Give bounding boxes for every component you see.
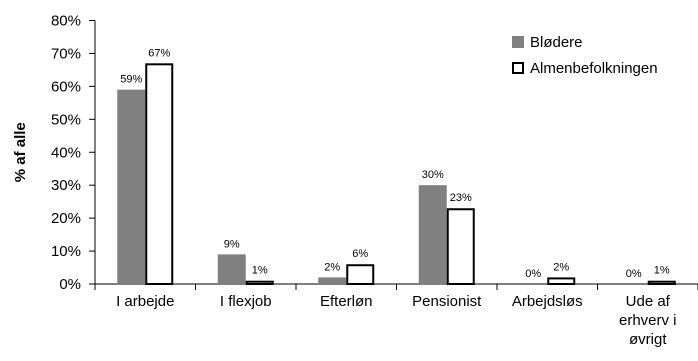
y-tick-label: 50% [51,111,81,128]
y-tick-label: 10% [51,243,81,260]
bar-bloedere [418,185,447,284]
data-label: 2% [324,261,340,273]
y-tick-label: 40% [51,144,81,161]
data-label: 23% [450,192,472,204]
y-axis-title: % af alle [12,122,29,182]
x-tick-label: I flexjob [220,293,272,310]
y-tick-label: 30% [51,177,81,194]
x-tick-label: Efterløn [320,293,373,310]
axes: 0% 10% 20% 30% 40% 50% 60% 70% 80% I arbejde I fle… [51,13,698,348]
y-tick-label: 70% [51,45,81,62]
legend-swatch [512,62,524,74]
bar-almenbefolkningen [446,208,475,285]
data-label: 9% [224,238,240,250]
bar-almenbefolkningen [647,280,676,285]
data-label: 59% [120,74,142,86]
data-label: 1% [654,265,670,277]
x-tick-label: Ude af erhverv i øvrigt [619,293,677,348]
bar-almenbefolkningen [346,264,375,285]
x-tick-label: Pensionist [412,293,482,310]
data-label: 30% [422,169,444,181]
y-tick-label: 80% [51,13,81,30]
data-label: 67% [148,47,170,59]
data-labels: 59% 67% 9% 1% 2% 6% 30% 23% 0% 2% 0% 1% [120,47,670,280]
bar-almenbefolkningen [145,63,174,285]
legend-label: Almenbefolkningen [530,60,658,77]
data-label: 6% [352,248,368,260]
legend-label: Blødere [530,34,583,51]
x-tick-label: Arbejdsløs [512,293,583,310]
data-label: 2% [553,261,569,273]
legend-swatch [512,36,524,48]
y-tick-label: 20% [51,210,81,227]
y-tick-label: 0% [59,276,81,293]
x-tick-label: I arbejde [116,293,174,310]
bar-bloedere [117,89,146,284]
data-label: 0% [525,268,541,280]
bars [117,63,676,286]
data-label: 0% [626,268,642,280]
bar-almenbefolkningen [245,280,274,285]
y-tick-label: 60% [51,78,81,95]
data-label: 1% [252,265,268,277]
legend: Blødere Almenbefolkningen [512,34,658,77]
bar-bloedere [318,277,347,284]
bar-bloedere [217,254,246,284]
bar-almenbefolkningen [547,277,576,286]
